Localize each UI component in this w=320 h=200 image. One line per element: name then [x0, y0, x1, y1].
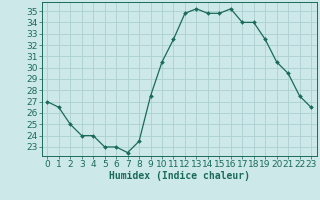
X-axis label: Humidex (Indice chaleur): Humidex (Indice chaleur) [109, 171, 250, 181]
